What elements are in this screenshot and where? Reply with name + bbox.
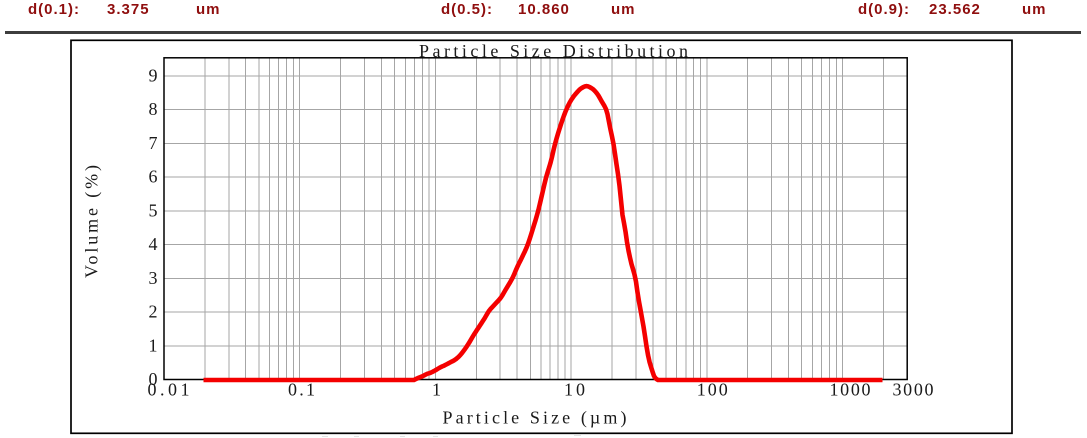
svg-text:10: 10	[564, 380, 585, 400]
svg-text:1: 1	[149, 335, 158, 355]
svg-text:Particle Size (µm): Particle Size (µm)	[443, 408, 627, 429]
svg-text:3000: 3000	[893, 380, 934, 400]
svg-text:9: 9	[149, 66, 158, 86]
svg-text:0.01: 0.01	[148, 380, 190, 400]
svg-text:6: 6	[149, 167, 158, 187]
svg-text:100: 100	[697, 380, 728, 400]
svg-text:3: 3	[149, 268, 158, 288]
svg-text:8: 8	[149, 99, 158, 119]
svg-text:2: 2	[149, 302, 158, 322]
svg-text:4: 4	[149, 234, 158, 254]
svg-text:Volume (%): Volume (%)	[82, 165, 103, 278]
svg-text:0: 0	[149, 369, 158, 389]
svg-text:0.1: 0.1	[288, 380, 315, 400]
svg-text:5: 5	[149, 200, 158, 220]
svg-text:1000: 1000	[830, 380, 871, 400]
svg-text:1: 1	[432, 380, 441, 400]
svg-text:7: 7	[149, 133, 158, 153]
